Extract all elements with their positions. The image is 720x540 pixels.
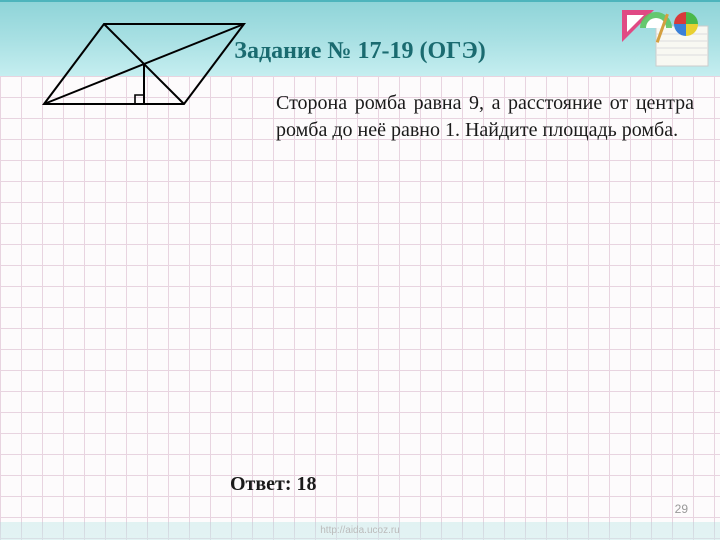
problem-statement: Сторона ромба равна 9, а расстояние от ц… [276,90,694,144]
footer-watermark: http://aida.ucoz.ru [0,522,720,540]
content-grid [0,76,720,540]
answer-label: Ответ: 18 [230,473,317,496]
page-number: 29 [675,502,688,516]
rhombus-figure [34,14,254,124]
header-math-icons [620,8,710,68]
